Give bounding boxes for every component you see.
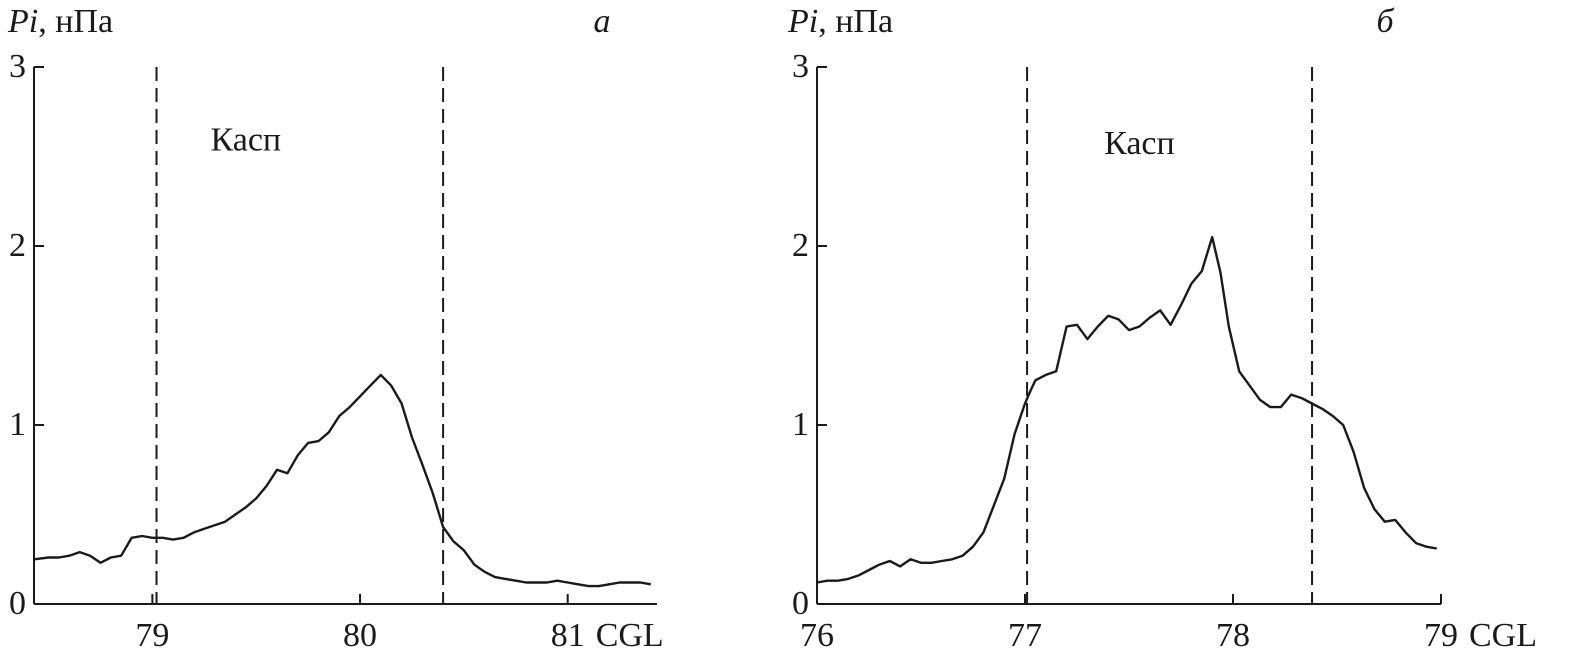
y-tick-label: 2 bbox=[792, 227, 809, 264]
x-tick-label: 80 bbox=[343, 617, 377, 654]
region-label: Касп bbox=[1104, 125, 1175, 162]
y-axis-label: Pi, нПа bbox=[787, 3, 893, 40]
x-axis-label: CGL bbox=[596, 617, 664, 654]
x-tick-label: 78 bbox=[1216, 617, 1250, 654]
y-tick-label: 3 bbox=[9, 48, 26, 85]
panel-label: б bbox=[1376, 3, 1395, 40]
x-tick-label: 76 bbox=[800, 617, 834, 654]
y-axis-label-symbol: Pi bbox=[7, 3, 38, 40]
series-line-pi bbox=[816, 235, 1438, 584]
x-tick-label: 79 bbox=[135, 617, 169, 654]
y-tick-label: 3 bbox=[792, 48, 809, 85]
y-tick-label: 1 bbox=[9, 406, 26, 443]
panel-label: а bbox=[594, 3, 611, 40]
chart-panel-a: 0 1 2 3 79 80 81 CGL Pi, нПа а Касп bbox=[7, 3, 664, 654]
series-line-pi bbox=[33, 373, 652, 588]
y-tick-label: 0 bbox=[792, 585, 809, 622]
y-tick-label: 2 bbox=[9, 227, 26, 264]
y-axis-label-unit: , нПа bbox=[38, 3, 113, 40]
y-axis-label-unit: , нПа bbox=[818, 3, 893, 40]
x-tick-label: 81 bbox=[551, 617, 585, 654]
x-tick-label: 79 bbox=[1424, 617, 1458, 654]
x-axis-label: CGL bbox=[1469, 617, 1537, 654]
chart-panel-b: 0 1 2 3 76 77 78 79 CGL Pi, нПа б Касп bbox=[787, 3, 1537, 654]
region-label: Касп bbox=[211, 122, 282, 159]
y-axis-label-symbol: Pi bbox=[787, 3, 818, 40]
x-tick-label: 77 bbox=[1008, 617, 1042, 654]
y-tick-label: 1 bbox=[792, 406, 809, 443]
y-tick-label: 0 bbox=[9, 585, 26, 622]
y-axis-label: Pi, нПа bbox=[7, 3, 113, 40]
